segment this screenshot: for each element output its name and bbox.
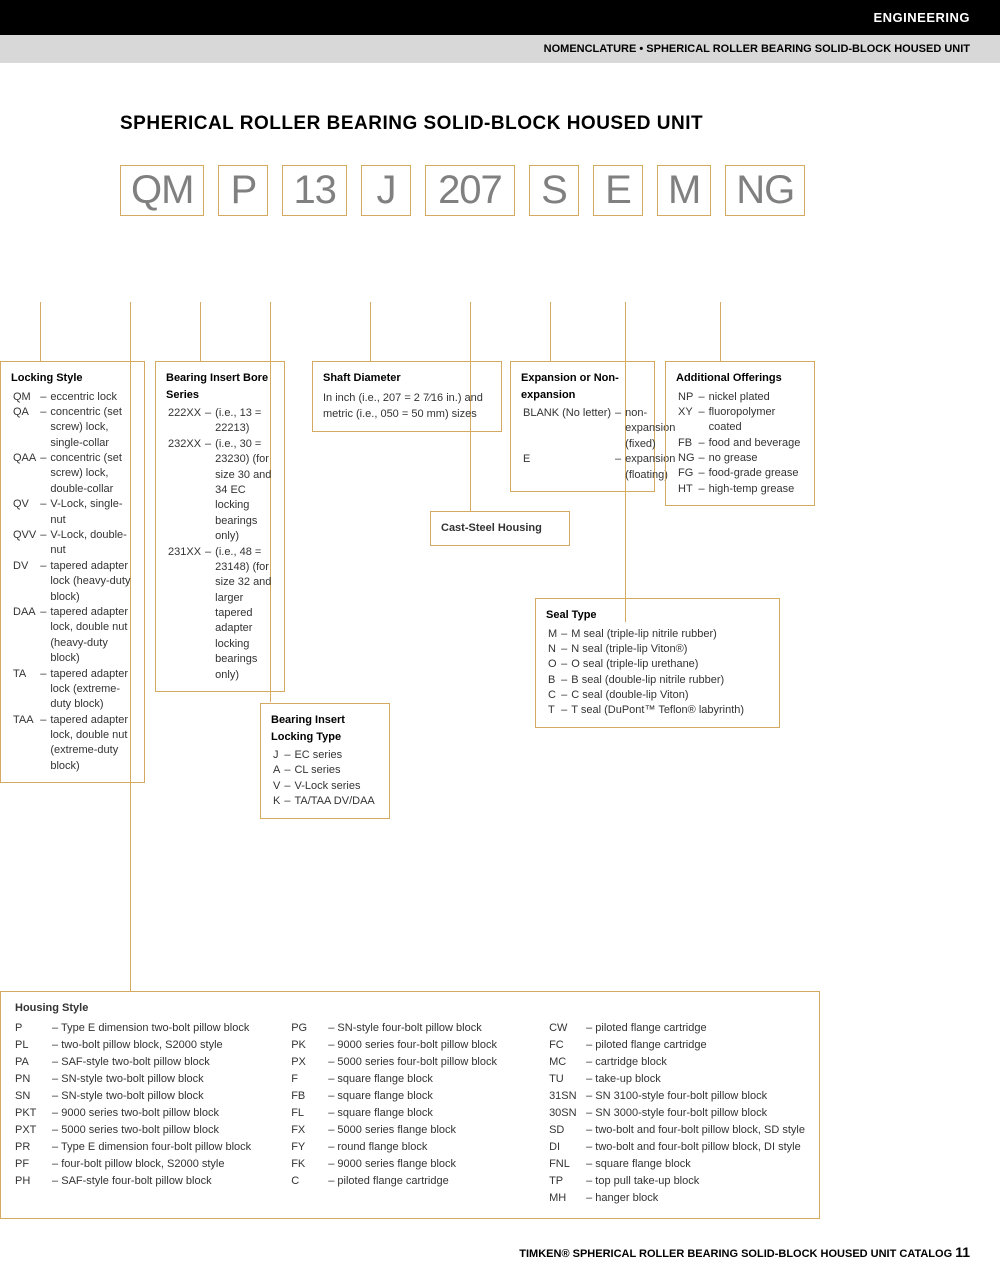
page-title: SPHERICAL ROLLER BEARING SOLID-BLOCK HOU… bbox=[120, 113, 940, 135]
code-seal-type: M bbox=[657, 165, 711, 216]
bore-series-title: Bearing Insert Bore Series bbox=[166, 370, 274, 403]
header-breadcrumb: NOMENCLATURE • SPHERICAL ROLLER BEARING … bbox=[544, 43, 970, 55]
expansion-title: Expansion or Non-expansion bbox=[521, 370, 644, 403]
footer-page: 11 bbox=[955, 1244, 970, 1260]
code-bore-series: 13 bbox=[282, 165, 347, 216]
header-breadcrumb-bar: NOMENCLATURE • SPHERICAL ROLLER BEARING … bbox=[0, 35, 1000, 63]
locking-type-title: Bearing Insert Locking Type bbox=[271, 712, 379, 745]
seal-type-box: Seal Type M–M seal (triple-lip nitrile r… bbox=[535, 598, 780, 728]
housing-col-3: CW – piloted flange cartridgeFC – pilote… bbox=[549, 1020, 805, 1208]
shaft-title: Shaft Diameter bbox=[323, 370, 491, 387]
connector-line bbox=[550, 302, 551, 362]
locking-type-table: J–EC seriesA–CL seriesV–V-Lock seriesK–T… bbox=[271, 748, 377, 810]
shaft-text: In inch (i.e., 207 = 2 7⁄16 in.) and met… bbox=[323, 390, 491, 423]
code-shaft-diameter: 207 bbox=[425, 165, 515, 216]
page-content: SPHERICAL ROLLER BEARING SOLID-BLOCK HOU… bbox=[0, 63, 1000, 216]
code-housing-style: P bbox=[218, 165, 268, 216]
expansion-table: BLANK (No letter)–non-expansion (fixed)E… bbox=[521, 406, 677, 483]
code-expansion: E bbox=[593, 165, 643, 216]
additional-title: Additional Offerings bbox=[676, 370, 804, 387]
code-locking-type: J bbox=[361, 165, 411, 216]
header-category: ENGINEERING bbox=[873, 10, 970, 25]
additional-box: Additional Offerings NP–nickel platedXY–… bbox=[665, 361, 815, 506]
connector-line bbox=[370, 302, 371, 362]
locking-style-box: Locking Style QM–eccentric lockQA–concen… bbox=[0, 361, 145, 783]
connector-line bbox=[40, 302, 41, 362]
seal-type-table: M–M seal (triple-lip nitrile rubber)N–N … bbox=[546, 627, 746, 719]
housing-col-2: PG – SN-style four-bolt pillow blockPK –… bbox=[291, 1020, 509, 1208]
expansion-box: Expansion or Non-expansion BLANK (No let… bbox=[510, 361, 655, 492]
cast-steel-text: Cast-Steel Housing bbox=[441, 522, 542, 534]
additional-table: NP–nickel platedXY–fluoropolymer coatedF… bbox=[676, 390, 804, 498]
footer-text: SPHERICAL ROLLER BEARING SOLID-BLOCK HOU… bbox=[573, 1248, 953, 1260]
seal-type-title: Seal Type bbox=[546, 607, 769, 624]
locking-style-title: Locking Style bbox=[11, 370, 134, 387]
housing-box: Housing Style P – Type E dimension two-b… bbox=[0, 991, 820, 1219]
connector-line bbox=[720, 302, 721, 362]
bore-series-table: 222XX–(i.e., 13 = 22213)232XX–(i.e., 30 … bbox=[166, 406, 274, 683]
nomenclature-code-row: QM P 13 J 207 S E M NG bbox=[120, 165, 940, 216]
code-additional: NG bbox=[725, 165, 805, 216]
code-locking-style: QM bbox=[120, 165, 204, 216]
cast-steel-box: Cast-Steel Housing bbox=[430, 511, 570, 546]
locking-style-table: QM–eccentric lockQA–concentric (set scre… bbox=[11, 390, 134, 775]
bore-series-box: Bearing Insert Bore Series 222XX–(i.e., … bbox=[155, 361, 285, 692]
locking-type-box: Bearing Insert Locking Type J–EC seriesA… bbox=[260, 703, 390, 819]
connector-line bbox=[200, 302, 201, 362]
shaft-box: Shaft Diameter In inch (i.e., 207 = 2 7⁄… bbox=[312, 361, 502, 432]
page-footer: TIMKEN® SPHERICAL ROLLER BEARING SOLID-B… bbox=[519, 1244, 970, 1260]
footer-brand: TIMKEN® bbox=[519, 1248, 569, 1260]
housing-col-1: P – Type E dimension two-bolt pillow blo… bbox=[15, 1020, 251, 1208]
code-cast-steel: S bbox=[529, 165, 579, 216]
header-category-bar: ENGINEERING bbox=[0, 0, 1000, 35]
housing-title: Housing Style bbox=[15, 1002, 805, 1014]
